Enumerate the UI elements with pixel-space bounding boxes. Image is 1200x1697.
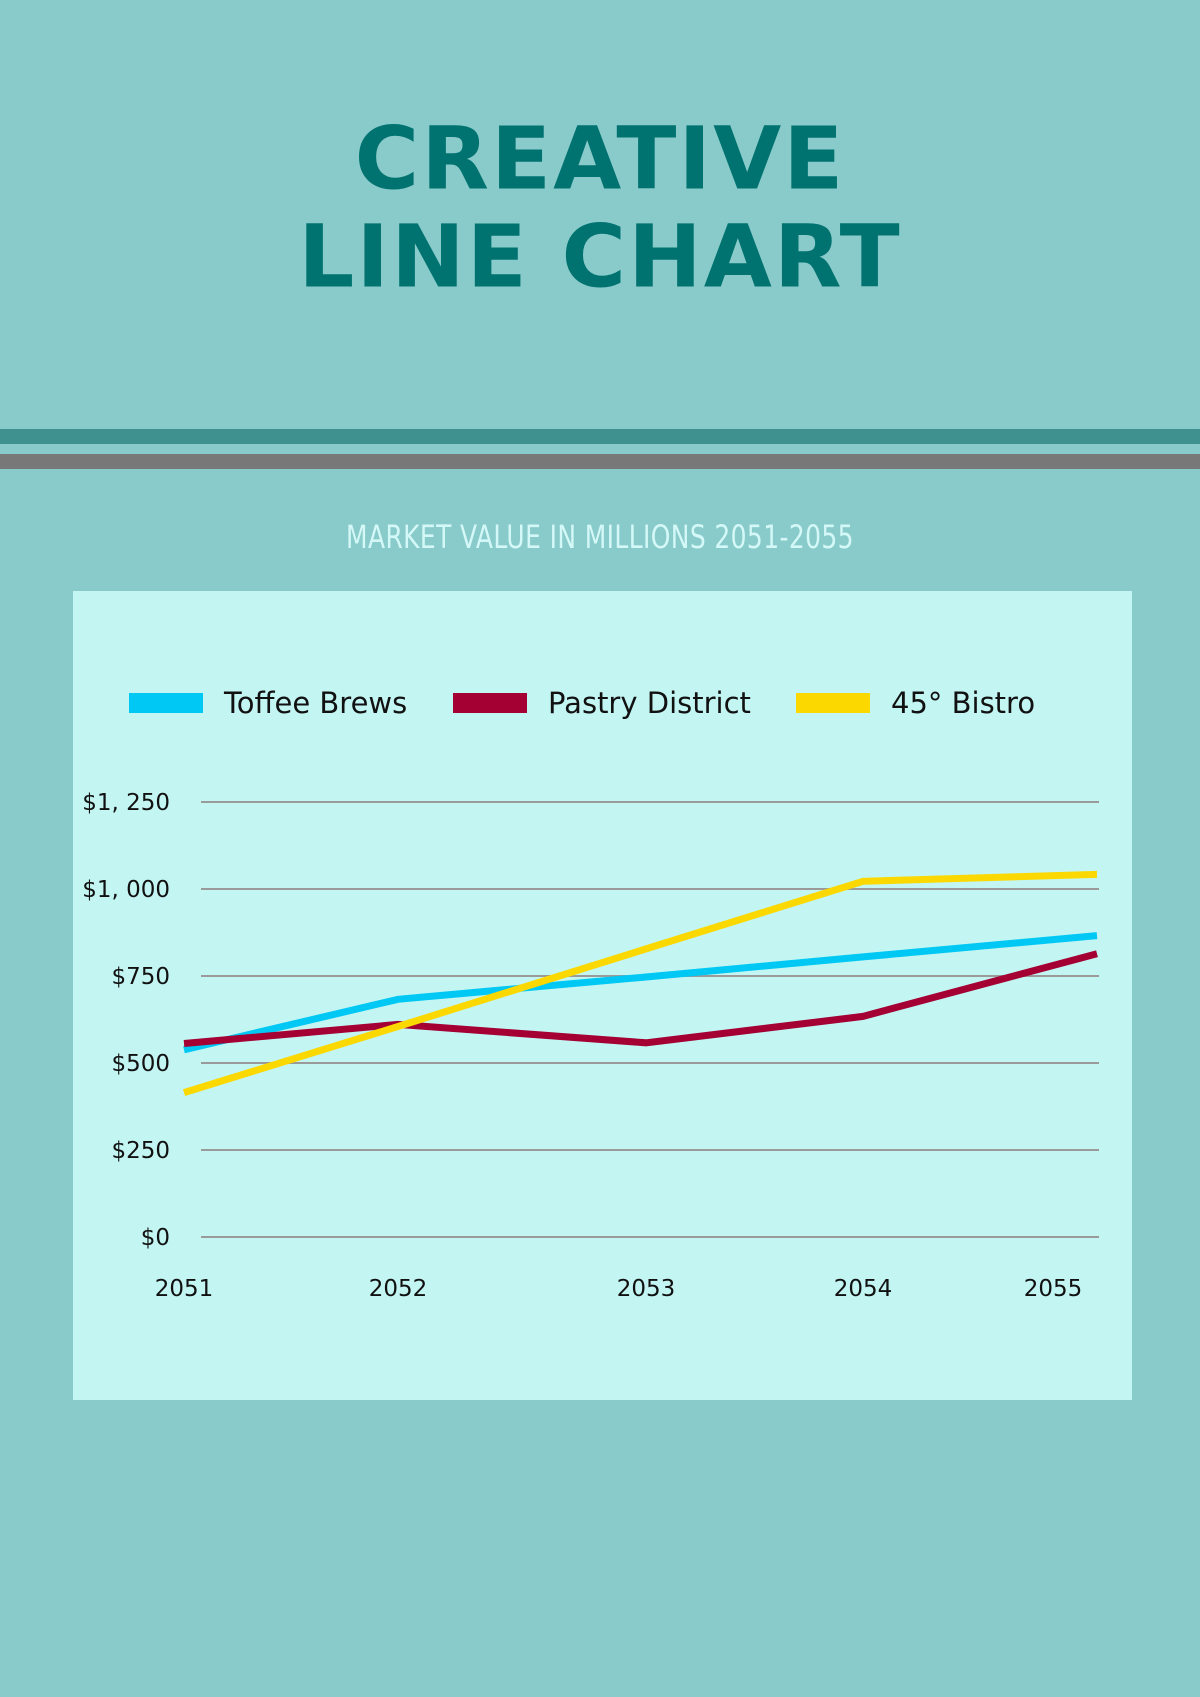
x-tick-label: 2051 (155, 1276, 214, 1302)
title-line-2: LINE CHART (298, 206, 902, 307)
line-chart: $0 $250 $500 $750 $1, 000 $1, 250 2051 2052 2053… (82, 790, 1099, 1302)
legend-swatch-pastry-district (453, 693, 527, 713)
legend-swatch-toffee-brews (129, 693, 203, 713)
chart-panel: Toffee Brews Pastry District 45° Bistro … (73, 591, 1132, 1400)
legend-label-toffee-brews: Toffee Brews (224, 686, 408, 720)
y-tick-label: $0 (141, 1225, 170, 1251)
legend-label-pastry-district: Pastry District (548, 686, 751, 720)
divider-band-teal (0, 429, 1200, 444)
y-tick-label: $1, 250 (82, 790, 170, 816)
x-tick-label: 2054 (834, 1276, 893, 1302)
page-title: CREATIVE LINE CHART (0, 110, 1200, 306)
series-line-45-bistro (182, 870, 1098, 1096)
legend-label-45-bistro: 45° Bistro (891, 686, 1036, 720)
y-tick-label: $500 (111, 1051, 170, 1077)
y-tick-label: $750 (111, 964, 170, 990)
title-line-1: CREATIVE (354, 108, 846, 209)
chart-subtitle: MARKET VALUE IN MILLIONS 2051-2055 (346, 518, 854, 556)
x-tick-label: 2055 (1024, 1276, 1083, 1302)
x-tick-label: 2052 (369, 1276, 428, 1302)
divider-band-gray (0, 454, 1200, 469)
y-tick-label: $250 (111, 1138, 170, 1164)
series-line-toffee-brews (183, 932, 1098, 1054)
legend-swatch-45-bistro (796, 693, 870, 713)
y-tick-label: $1, 000 (82, 877, 170, 903)
series-line-pastry-district (183, 950, 1098, 1047)
x-tick-label: 2053 (617, 1276, 676, 1302)
